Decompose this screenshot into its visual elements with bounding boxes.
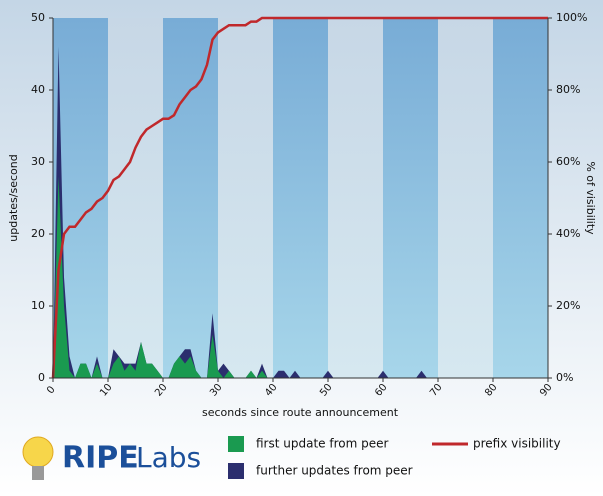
line bbox=[51, 16, 548, 379]
bulb-base bbox=[32, 466, 44, 480]
y2-tick-label: 20% bbox=[556, 299, 580, 312]
band bbox=[163, 18, 218, 378]
band bbox=[383, 18, 438, 378]
y-tick-label: 10 bbox=[31, 299, 45, 312]
logo: RIPE Labs bbox=[22, 436, 201, 480]
bulb bbox=[22, 436, 54, 468]
y2-tick-label: 40% bbox=[556, 227, 580, 240]
y2-axis-label: % of visibility bbox=[584, 161, 597, 235]
y2-tick-label: 0% bbox=[556, 371, 573, 384]
legend-swatch bbox=[228, 463, 244, 479]
logo-light: Labs bbox=[136, 441, 201, 474]
y-tick-label: 20 bbox=[31, 227, 45, 240]
band bbox=[493, 18, 548, 378]
logo-bold: RIPE bbox=[62, 441, 139, 476]
y2-tick-label: 80% bbox=[556, 83, 580, 96]
y-tick-label: 0 bbox=[38, 371, 45, 384]
legend-label: first update from peer bbox=[256, 437, 388, 451]
y-tick-label: 30 bbox=[31, 155, 45, 168]
x-tick-label: 0 bbox=[45, 384, 58, 396]
legend-label: further updates from peer bbox=[256, 464, 413, 478]
y-tick-label: 50 bbox=[31, 11, 45, 24]
band bbox=[273, 18, 328, 378]
legend-swatch bbox=[228, 436, 244, 452]
y2-tick-label: 100% bbox=[556, 11, 587, 24]
y2-tick-label: 60% bbox=[556, 155, 580, 168]
x-axis-label: seconds since route announcement bbox=[202, 406, 399, 419]
y-tick-label: 40 bbox=[31, 83, 45, 96]
legend-label: prefix visibility bbox=[473, 437, 561, 451]
y-axis-label: updates/second bbox=[7, 154, 20, 241]
